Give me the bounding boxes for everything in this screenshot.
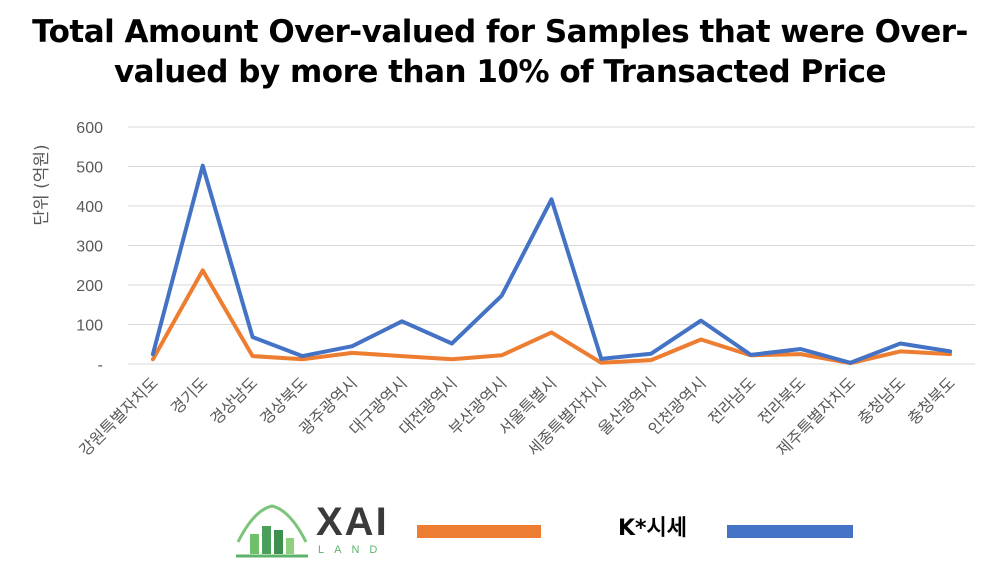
xai-logo-subword: LAND xyxy=(318,544,388,556)
legend-label-k-sise: K*시세 xyxy=(618,516,688,541)
gridlines xyxy=(128,126,975,365)
x-category-label: 전라남도 xyxy=(705,373,760,428)
legend-item-xai-land: XAI LAND xyxy=(232,500,392,560)
y-axis-label: 단위 (억원) xyxy=(32,144,52,225)
x-axis-categories: 강원특별자치도 경기도경상남도경상북도광주광역시대구광역시대전광역시부산광역시서울… xyxy=(75,373,959,459)
x-category-label: 경상남도 xyxy=(206,373,261,428)
series-lines xyxy=(150,163,953,366)
chart-title-line-2: valued by more than 10% of Transacted Pr… xyxy=(113,54,887,90)
xai-land-logo-icon xyxy=(236,504,308,558)
x-category-label: 충청남도 xyxy=(854,373,909,428)
y-tick-label: - xyxy=(98,357,103,374)
y-tick-label: 600 xyxy=(76,120,103,137)
line-chart: - 100 200 300 400 500 600 강원특별자치도 경기도경상남도경상북도광주… xyxy=(32,120,975,460)
x-category-label: 충청북도 xyxy=(904,373,959,428)
y-tick-label: 400 xyxy=(76,199,103,216)
chart-title: Total Amount Over-valued for Samples tha… xyxy=(0,12,1000,92)
chart-title-line-1: Total Amount Over-valued for Samples tha… xyxy=(32,14,968,50)
y-tick-label: 100 xyxy=(76,318,103,335)
x-category-label: 경기도 xyxy=(167,373,212,418)
x-category-label: 강원특별자치도 xyxy=(75,373,161,459)
series-line-xai-land xyxy=(150,268,953,366)
y-tick-label: 300 xyxy=(76,239,103,256)
legend-swatch-xai-land xyxy=(417,525,541,538)
y-axis-ticks: - 100 200 300 400 500 600 xyxy=(76,120,103,374)
y-tick-label: 500 xyxy=(76,160,103,177)
xai-logo-word: XAI xyxy=(316,500,389,544)
y-tick-label: 200 xyxy=(76,278,103,295)
legend-swatch-k-sise xyxy=(727,525,853,538)
